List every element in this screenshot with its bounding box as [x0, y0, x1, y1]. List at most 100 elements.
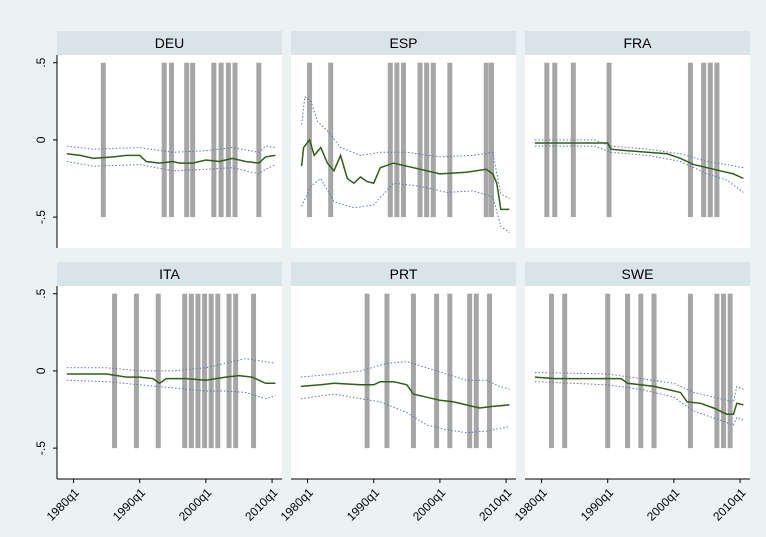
shaded-bar [112, 293, 118, 449]
upper-band-line [301, 95, 510, 200]
shaded-bar [651, 293, 657, 449]
panel-title: ITA [159, 266, 180, 282]
lower-band-line [300, 393, 510, 434]
shaded-bar [387, 62, 393, 218]
shaded-bar [714, 293, 720, 449]
x-tick-label: 1990q1 [344, 485, 382, 523]
panel-title: SWE [622, 266, 654, 282]
shaded-bar [208, 293, 214, 449]
x-tick-label: 1990q1 [578, 485, 616, 523]
upper-band-line [66, 358, 276, 372]
shaded-bar [489, 62, 495, 218]
estimate-line [534, 142, 744, 180]
y-tick-label: .5 [34, 57, 48, 67]
shaded-bar [100, 62, 106, 218]
shaded-bar [687, 62, 693, 218]
shaded-bar [430, 62, 436, 218]
x-tick-label: 2010q1 [476, 485, 514, 523]
lower-band-line [66, 161, 276, 175]
shaded-bar [168, 62, 174, 218]
panel-esp: ESP [291, 31, 516, 248]
y-tick-label: -.5 [34, 210, 48, 224]
upper-band-line [66, 145, 276, 153]
shaded-bar [161, 62, 167, 218]
shaded-bar [401, 62, 406, 218]
x-tick-label: 1980q1 [278, 485, 316, 523]
shaded-bar [410, 293, 416, 449]
x-tick-label: 2010q1 [710, 485, 748, 523]
plot-area [291, 286, 516, 479]
x-tick-label: 2000q1 [176, 485, 214, 523]
lower-band-line [534, 381, 744, 426]
shaded-bar [487, 293, 493, 449]
shaded-bar [473, 293, 479, 449]
shaded-bar [195, 293, 201, 449]
shaded-bar [606, 62, 612, 218]
panel-title: FRA [624, 35, 653, 51]
panel-deu: DEU .5 0 -.5 [34, 31, 282, 248]
x-tick-label: 1980q1 [44, 485, 82, 523]
shaded-bar [364, 293, 370, 449]
shaded-bar [218, 62, 224, 218]
shaded-bar [447, 293, 453, 449]
panel-header [57, 31, 282, 55]
shaded-bar [625, 293, 631, 449]
panel-title: ESP [389, 35, 417, 51]
shaded-bar [202, 293, 208, 449]
x-tick-label: 2000q1 [410, 485, 448, 523]
shaded-bar [434, 293, 440, 449]
y-tick-label: .5 [34, 288, 48, 298]
y-tick-label: 0 [34, 367, 48, 374]
y-tick-label: -.5 [34, 441, 48, 455]
shaded-bar [714, 62, 720, 218]
panel-header [291, 31, 516, 55]
shaded-bar [232, 62, 238, 218]
shaded-bar [211, 62, 217, 218]
shaded-bar [184, 62, 190, 218]
lower-band-line [534, 145, 744, 193]
estimate-line [66, 153, 276, 164]
shaded-bar [225, 62, 231, 218]
shaded-bar [552, 62, 558, 218]
estimate-line [66, 373, 276, 385]
x-tick-label: 2000q1 [644, 485, 682, 523]
shaded-bar [687, 293, 693, 449]
shaded-bar [483, 62, 489, 218]
shaded-bar [188, 293, 194, 449]
shaded-bar [233, 293, 239, 449]
panel-header [57, 262, 282, 286]
shaded-bar [417, 62, 423, 218]
estimate-line [534, 376, 744, 415]
shaded-bar [215, 293, 221, 449]
estimate-line [300, 380, 510, 409]
estimate-line [300, 138, 510, 211]
plot-area [57, 286, 282, 479]
shaded-bar [182, 293, 188, 449]
upper-band-line [534, 139, 744, 169]
shaded-bar [605, 293, 611, 449]
shaded-bar [256, 62, 262, 218]
lower-band-line [66, 379, 276, 400]
shaded-bar [424, 62, 430, 218]
shaded-bar [447, 62, 453, 218]
shaded-bar [467, 293, 473, 449]
panel-prt: PRT 1980q1 1990q1 2000q1 2010q1 [278, 262, 516, 524]
shaded-bar [638, 293, 644, 449]
shaded-bar [190, 62, 196, 218]
shaded-bar [251, 293, 257, 449]
shaded-bar [548, 293, 554, 449]
panel-title: PRT [390, 266, 418, 282]
shaded-bar [133, 293, 139, 449]
shaded-bar [226, 293, 232, 449]
shaded-bar [394, 62, 400, 218]
panel-swe: SWE 1980q1 1990q1 2000q1 2010q1 [512, 262, 750, 524]
panel-title: DEU [155, 35, 185, 51]
shaded-bar [727, 293, 733, 449]
panel-header [525, 31, 750, 55]
panel-header [291, 262, 516, 286]
shaded-bar [721, 293, 727, 449]
x-tick-label: 2010q1 [242, 485, 280, 523]
shaded-bar [562, 293, 568, 449]
shaded-bar [328, 62, 334, 218]
